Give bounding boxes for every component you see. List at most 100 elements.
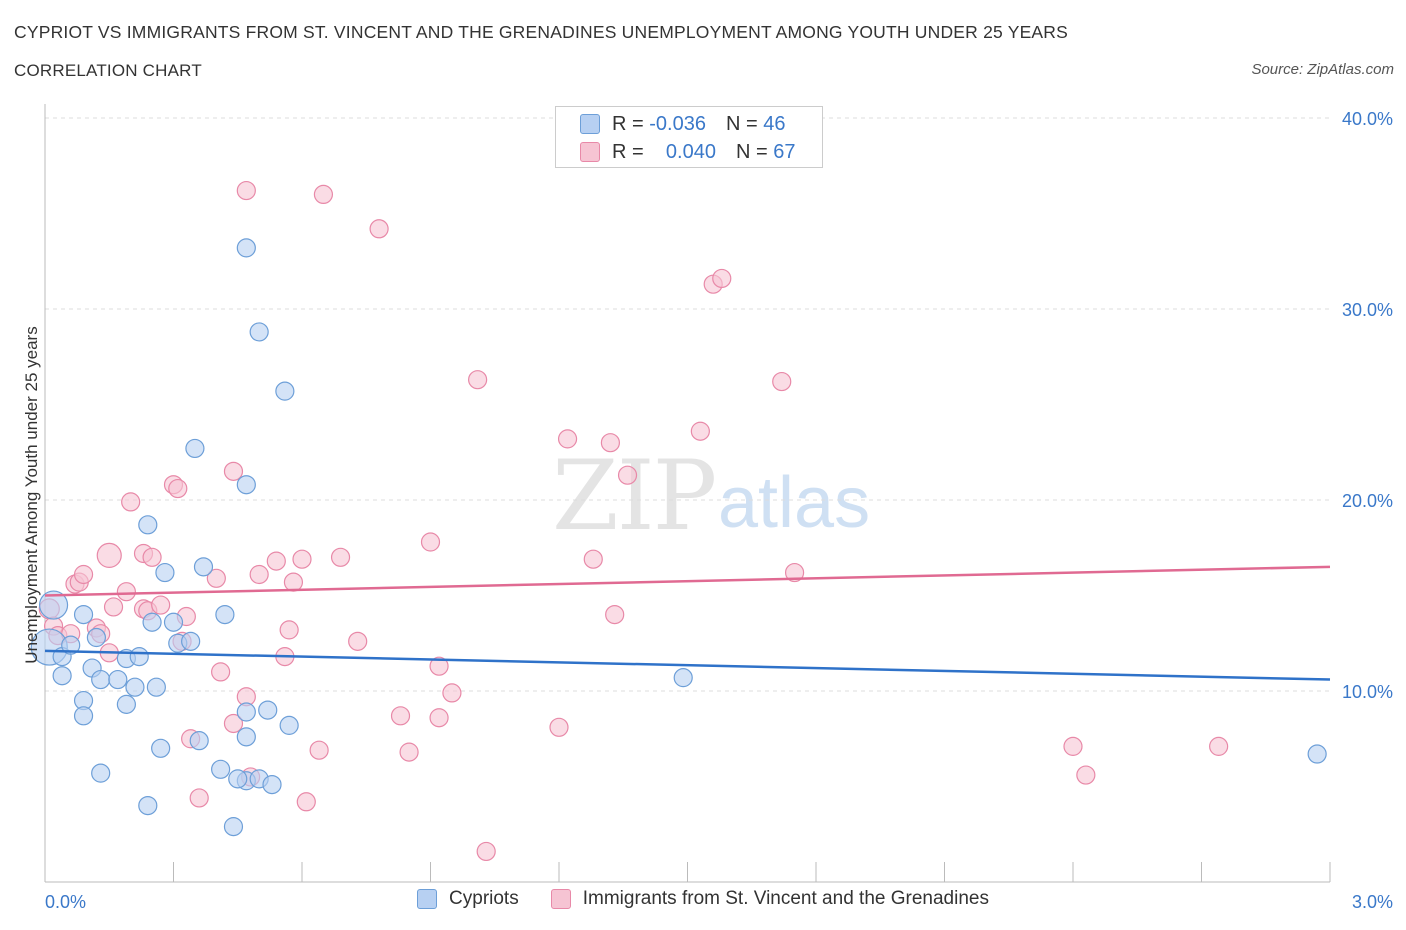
immigrants-point [211, 662, 231, 682]
immigrants-point [309, 740, 329, 760]
cypriots-point [211, 759, 231, 779]
y-axis-label: Unemployment Among Youth under 25 years [22, 326, 41, 663]
immigrants-point [1209, 736, 1229, 756]
cypriots-point [138, 795, 158, 816]
immigrants-point [292, 549, 312, 569]
cypriots-point [236, 702, 256, 722]
tick-labels: 10.0% 20.0% 30.0% 40.0% 0.0% 3.0% Unemployment… [22, 109, 1393, 912]
y-tick-label: 20.0% [1342, 491, 1393, 511]
cypriots-point [142, 612, 162, 632]
immigrants-point [476, 841, 496, 862]
cypriots-point [163, 612, 184, 632]
immigrants-point [600, 433, 621, 453]
immigrants-point [151, 595, 171, 615]
cypriots-point [146, 677, 166, 697]
trend-lines [44, 565, 1331, 681]
x-tick-label: 0.0% [45, 892, 86, 912]
immigrants-point [390, 706, 411, 726]
immigrants-point [549, 717, 569, 737]
axes [44, 104, 1331, 883]
immigrants-point [772, 371, 792, 392]
series-legend: Cypriots Immigrants from St. Vincent and… [0, 888, 1406, 910]
chart-title: CYPRIOT VS IMMIGRANTS FROM ST. VINCENT A… [14, 22, 1069, 42]
series-cypriots-points [30, 238, 1327, 837]
immigrants-point [583, 549, 603, 569]
cypriots-point [52, 666, 72, 686]
cypriots-point [185, 438, 205, 459]
cypriots-point [138, 515, 158, 535]
watermark-zip: ZIP [552, 440, 717, 552]
legend-item-label: Cypriots [449, 888, 519, 909]
y-tick-label: 10.0% [1342, 682, 1393, 702]
cypriots-point [215, 604, 235, 625]
immigrants-point [249, 564, 269, 585]
cypriots-point [116, 694, 136, 714]
immigrants-point [168, 478, 188, 499]
immigrants-trend-line [44, 565, 1331, 597]
cypriots-point [181, 631, 201, 651]
cypriots-point [189, 731, 209, 751]
cypriots-point [193, 557, 214, 577]
immigrants-point [1076, 765, 1096, 785]
immigrants-point [103, 597, 124, 617]
cypriots-point [38, 590, 69, 620]
cypriots-point [155, 562, 175, 583]
series-immigrants-points [38, 180, 1229, 862]
immigrants-point [784, 562, 805, 583]
legend-row-immigrants: R = 0.040 N = 67 [580, 139, 795, 165]
immigrants-point [96, 542, 122, 568]
cypriots-point [151, 738, 171, 758]
immigrants-point [557, 429, 578, 449]
cypriots-point [91, 669, 111, 690]
cypriots-point [73, 604, 94, 625]
legend-r-value: -0.036 [649, 112, 706, 135]
immigrants-point [429, 708, 449, 728]
immigrants-point [690, 421, 710, 441]
legend-row-cypriots: R = -0.036 N = 46 [580, 111, 785, 137]
immigrants-point [1063, 736, 1083, 756]
immigrants-swatch-icon [550, 889, 571, 909]
immigrants-point [189, 788, 209, 808]
y-tick-label: 30.0% [1342, 300, 1393, 320]
cypriots-point [73, 706, 94, 726]
immigrants-point [206, 568, 226, 588]
cypriots-point [223, 817, 244, 837]
legend-item-label: Immigrants from St. Vincent and the Gren… [582, 888, 989, 909]
cypriots-point [258, 700, 278, 720]
legend-r-label: R = [612, 112, 644, 135]
immigrants-swatch-icon [580, 142, 600, 162]
immigrants-point [617, 465, 638, 485]
immigrants-point [605, 604, 625, 625]
immigrants-point [266, 551, 286, 571]
legend-r-label: R = [612, 140, 644, 163]
legend-r-value: 0.040 [665, 140, 716, 163]
cypriots-point [61, 635, 81, 655]
legend-item-immigrants[interactable]: Immigrants from St. Vincent and the Gren… [550, 888, 989, 910]
immigrants-point [330, 547, 351, 567]
cypriots-trend-line [44, 649, 1331, 681]
legend-n-label: N = [735, 140, 768, 163]
cypriots-point [275, 381, 295, 401]
cypriots-point [673, 668, 693, 688]
cypriots-point [236, 238, 256, 258]
immigrants-point [283, 572, 304, 592]
immigrants-point [369, 219, 389, 239]
cypriots-point [228, 769, 248, 789]
grid-lines [45, 117, 1330, 692]
cypriots-point [262, 774, 282, 795]
cypriots-point [236, 475, 256, 495]
legend-item-cypriots[interactable]: Cypriots [417, 888, 519, 910]
y-tick-label: 40.0% [1342, 109, 1393, 129]
immigrants-point [420, 532, 441, 552]
legend-n-label: N = [725, 112, 758, 135]
immigrants-point [142, 547, 162, 567]
immigrants-point [429, 656, 449, 676]
cypriots-point [86, 627, 107, 648]
correlation-legend: R = -0.036 N = 46 R = 0.040 N = 67 [555, 106, 823, 168]
cypriots-point [91, 763, 111, 783]
cypriots-point [249, 322, 269, 342]
cypriots-swatch-icon [580, 114, 600, 134]
legend-n-value: 46 [763, 112, 786, 135]
immigrants-point [223, 713, 244, 734]
